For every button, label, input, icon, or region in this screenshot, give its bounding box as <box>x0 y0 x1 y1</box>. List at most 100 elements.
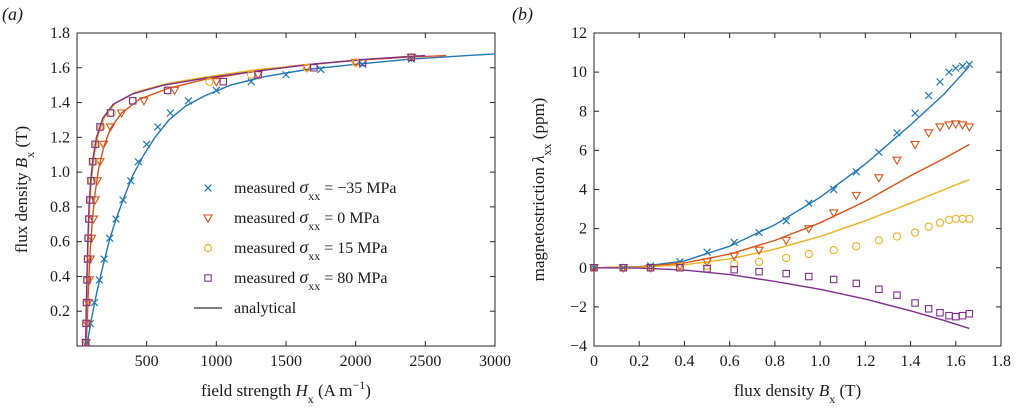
panel-a-ytick-label: 0.4 <box>50 268 70 285</box>
panel-b-series-0-point <box>590 263 598 272</box>
panel-a-series-0-point <box>112 215 120 223</box>
panel-b-series-0-point <box>755 228 763 237</box>
panel-b-series-1-point <box>910 140 921 150</box>
panel-b-xtick-label: 0.2 <box>629 353 649 370</box>
panel-a-series-3-point <box>87 177 95 185</box>
panel-b-ytick-label: 8 <box>579 103 587 120</box>
panel-b-xtick-label: 1.6 <box>946 353 966 370</box>
panel-b-series-0-point <box>965 60 974 69</box>
panel-b-xtick-label: 1.0 <box>810 353 830 370</box>
panel-b-series-0-point <box>958 62 967 71</box>
panel-a-xtick-label: 3000 <box>479 353 511 370</box>
legend-entry-label-1: measured σxx = 0 MPa <box>234 207 379 233</box>
panel-b-series-0-point <box>829 185 838 194</box>
panel-a-series-1-point <box>138 97 149 106</box>
panel-b-series-2-point <box>965 214 974 223</box>
panel-a-series-2-point <box>128 96 137 105</box>
panel-b-series-1-point <box>828 209 839 219</box>
panel-b-analytical-line-0 <box>594 65 970 269</box>
panel-a-series-3-point <box>82 298 91 307</box>
panel-a-series-0-point <box>317 65 325 74</box>
panel-b-series-0-point <box>924 91 933 100</box>
panel-b-series-3-point <box>676 263 684 272</box>
panel-b-series-1-point <box>851 191 862 201</box>
panel-a-series-0-point <box>358 60 367 69</box>
panel-b-series-2-point <box>782 253 791 263</box>
panel-a-xtick-label: 1500 <box>270 353 302 370</box>
panel-a-ytick-label: 0.2 <box>50 303 70 320</box>
panel-a-series-3-point <box>83 276 91 284</box>
panel-a-series-3-point <box>84 234 92 242</box>
panel-a-series-1-point <box>95 158 105 167</box>
panel-a-series-3-point <box>85 215 93 223</box>
panel-b-series-1-point <box>729 252 740 262</box>
panel-a-series-0-point <box>119 196 127 204</box>
panel-b-xtick-label: 1.4 <box>901 353 921 370</box>
panel-b-series-2-point <box>754 257 764 267</box>
panel-b-series-1-point <box>964 123 975 133</box>
panel-a-xtick-label: 500 <box>135 353 159 370</box>
panel-b-series-0-point <box>619 263 628 272</box>
panel-b-series-1-point <box>950 120 961 130</box>
panel-b-series-3-point <box>646 263 655 272</box>
panel-b-series-2-point <box>874 236 884 245</box>
panel-b-xlabel: flux density Bx (T) <box>734 381 861 406</box>
panel-b-series-3-point <box>911 299 919 307</box>
panel-a-series-3-point <box>106 109 115 117</box>
panel-a-series-3-point <box>128 97 137 105</box>
panel-b-series-0-point <box>936 78 944 86</box>
panel-a-series-1-point <box>105 123 116 133</box>
panel-b-axes-frame <box>593 32 1002 347</box>
panel-b-ytick-label: 12 <box>571 25 587 42</box>
panel-a-series-0-point <box>184 96 193 105</box>
panel-b-series-0-point <box>875 148 883 157</box>
panel-b-series-1-point <box>892 156 902 166</box>
panel-b-series-2-point <box>804 249 813 259</box>
panel-b-series-0-point <box>945 68 953 76</box>
panel-b-ytick-label: 6 <box>579 142 587 159</box>
panel-a-series-3-point <box>254 70 262 79</box>
panel-b-series-0-point <box>893 128 901 137</box>
panel-a-series-3-point <box>86 196 94 204</box>
panel-b-series-3-point <box>893 291 901 299</box>
panel-b-ytick-label: −4 <box>570 338 587 355</box>
legend-marker-1 <box>203 214 213 224</box>
panel-b-chart: 0 0.2 0.4 0.6 0.8 1.0 1.2 1.4 1.6 1.8 −4 −2 0 2 4 6 8 10 1… <box>529 25 1011 406</box>
panel-a-series-3-point <box>82 319 90 328</box>
panel-a-xlabel: field strength Hx (A m−1) <box>201 378 371 406</box>
panel-b-ytick-label: 10 <box>571 64 587 81</box>
panel-a-series-3-point <box>96 123 104 131</box>
legend-marker-3 <box>204 274 212 282</box>
panel-b-series-3-point <box>965 309 974 318</box>
panel-a-series-3-point <box>81 338 90 347</box>
panel-b-series-1-point <box>957 121 968 131</box>
legend-entry-label-0: measured σxx = −35 MPa <box>234 177 396 203</box>
panel-b-series-3-point <box>730 265 738 274</box>
panel-b-series-0-point <box>852 168 861 176</box>
panel-b-series-2-point <box>852 242 861 251</box>
panel-b-series-0-point <box>951 64 960 73</box>
panel-a-ytick-label: 1.6 <box>50 60 70 77</box>
panel-a-xtick-label: 1000 <box>200 353 232 370</box>
panel-b-series-1-point <box>923 129 934 138</box>
panel-a-series-0-point <box>105 234 114 243</box>
panel-b-series-3-point <box>952 312 960 321</box>
panel-b-series-2-point <box>892 232 902 241</box>
panel-b-series-2-point <box>935 218 945 227</box>
panel-b-series-3-point <box>958 311 967 320</box>
panel-b-analytical-line-2 <box>594 179 970 269</box>
panel-b-series-2-point <box>951 214 960 223</box>
panel-b-xtick-label: 0.4 <box>674 353 694 370</box>
panel-a-series-3-point <box>163 86 172 95</box>
panel-b-series-1-point <box>873 174 884 183</box>
panel-b-series-0-point <box>911 109 919 118</box>
panel-b-ytick-label: −2 <box>570 299 587 316</box>
panel-a-ytick-label: 1.8 <box>50 25 70 42</box>
panel-a-series-1-point <box>350 59 361 68</box>
panel-b-ytick-label: 2 <box>579 221 587 238</box>
panel-b-series-3-point <box>924 305 933 313</box>
panel-b-series-1-point <box>935 123 945 133</box>
panel-b-xtick-label: 0.8 <box>765 353 785 370</box>
panel-b-ytick-label: 0 <box>579 260 587 277</box>
panel-b-xtick-label: 0.6 <box>720 353 740 370</box>
